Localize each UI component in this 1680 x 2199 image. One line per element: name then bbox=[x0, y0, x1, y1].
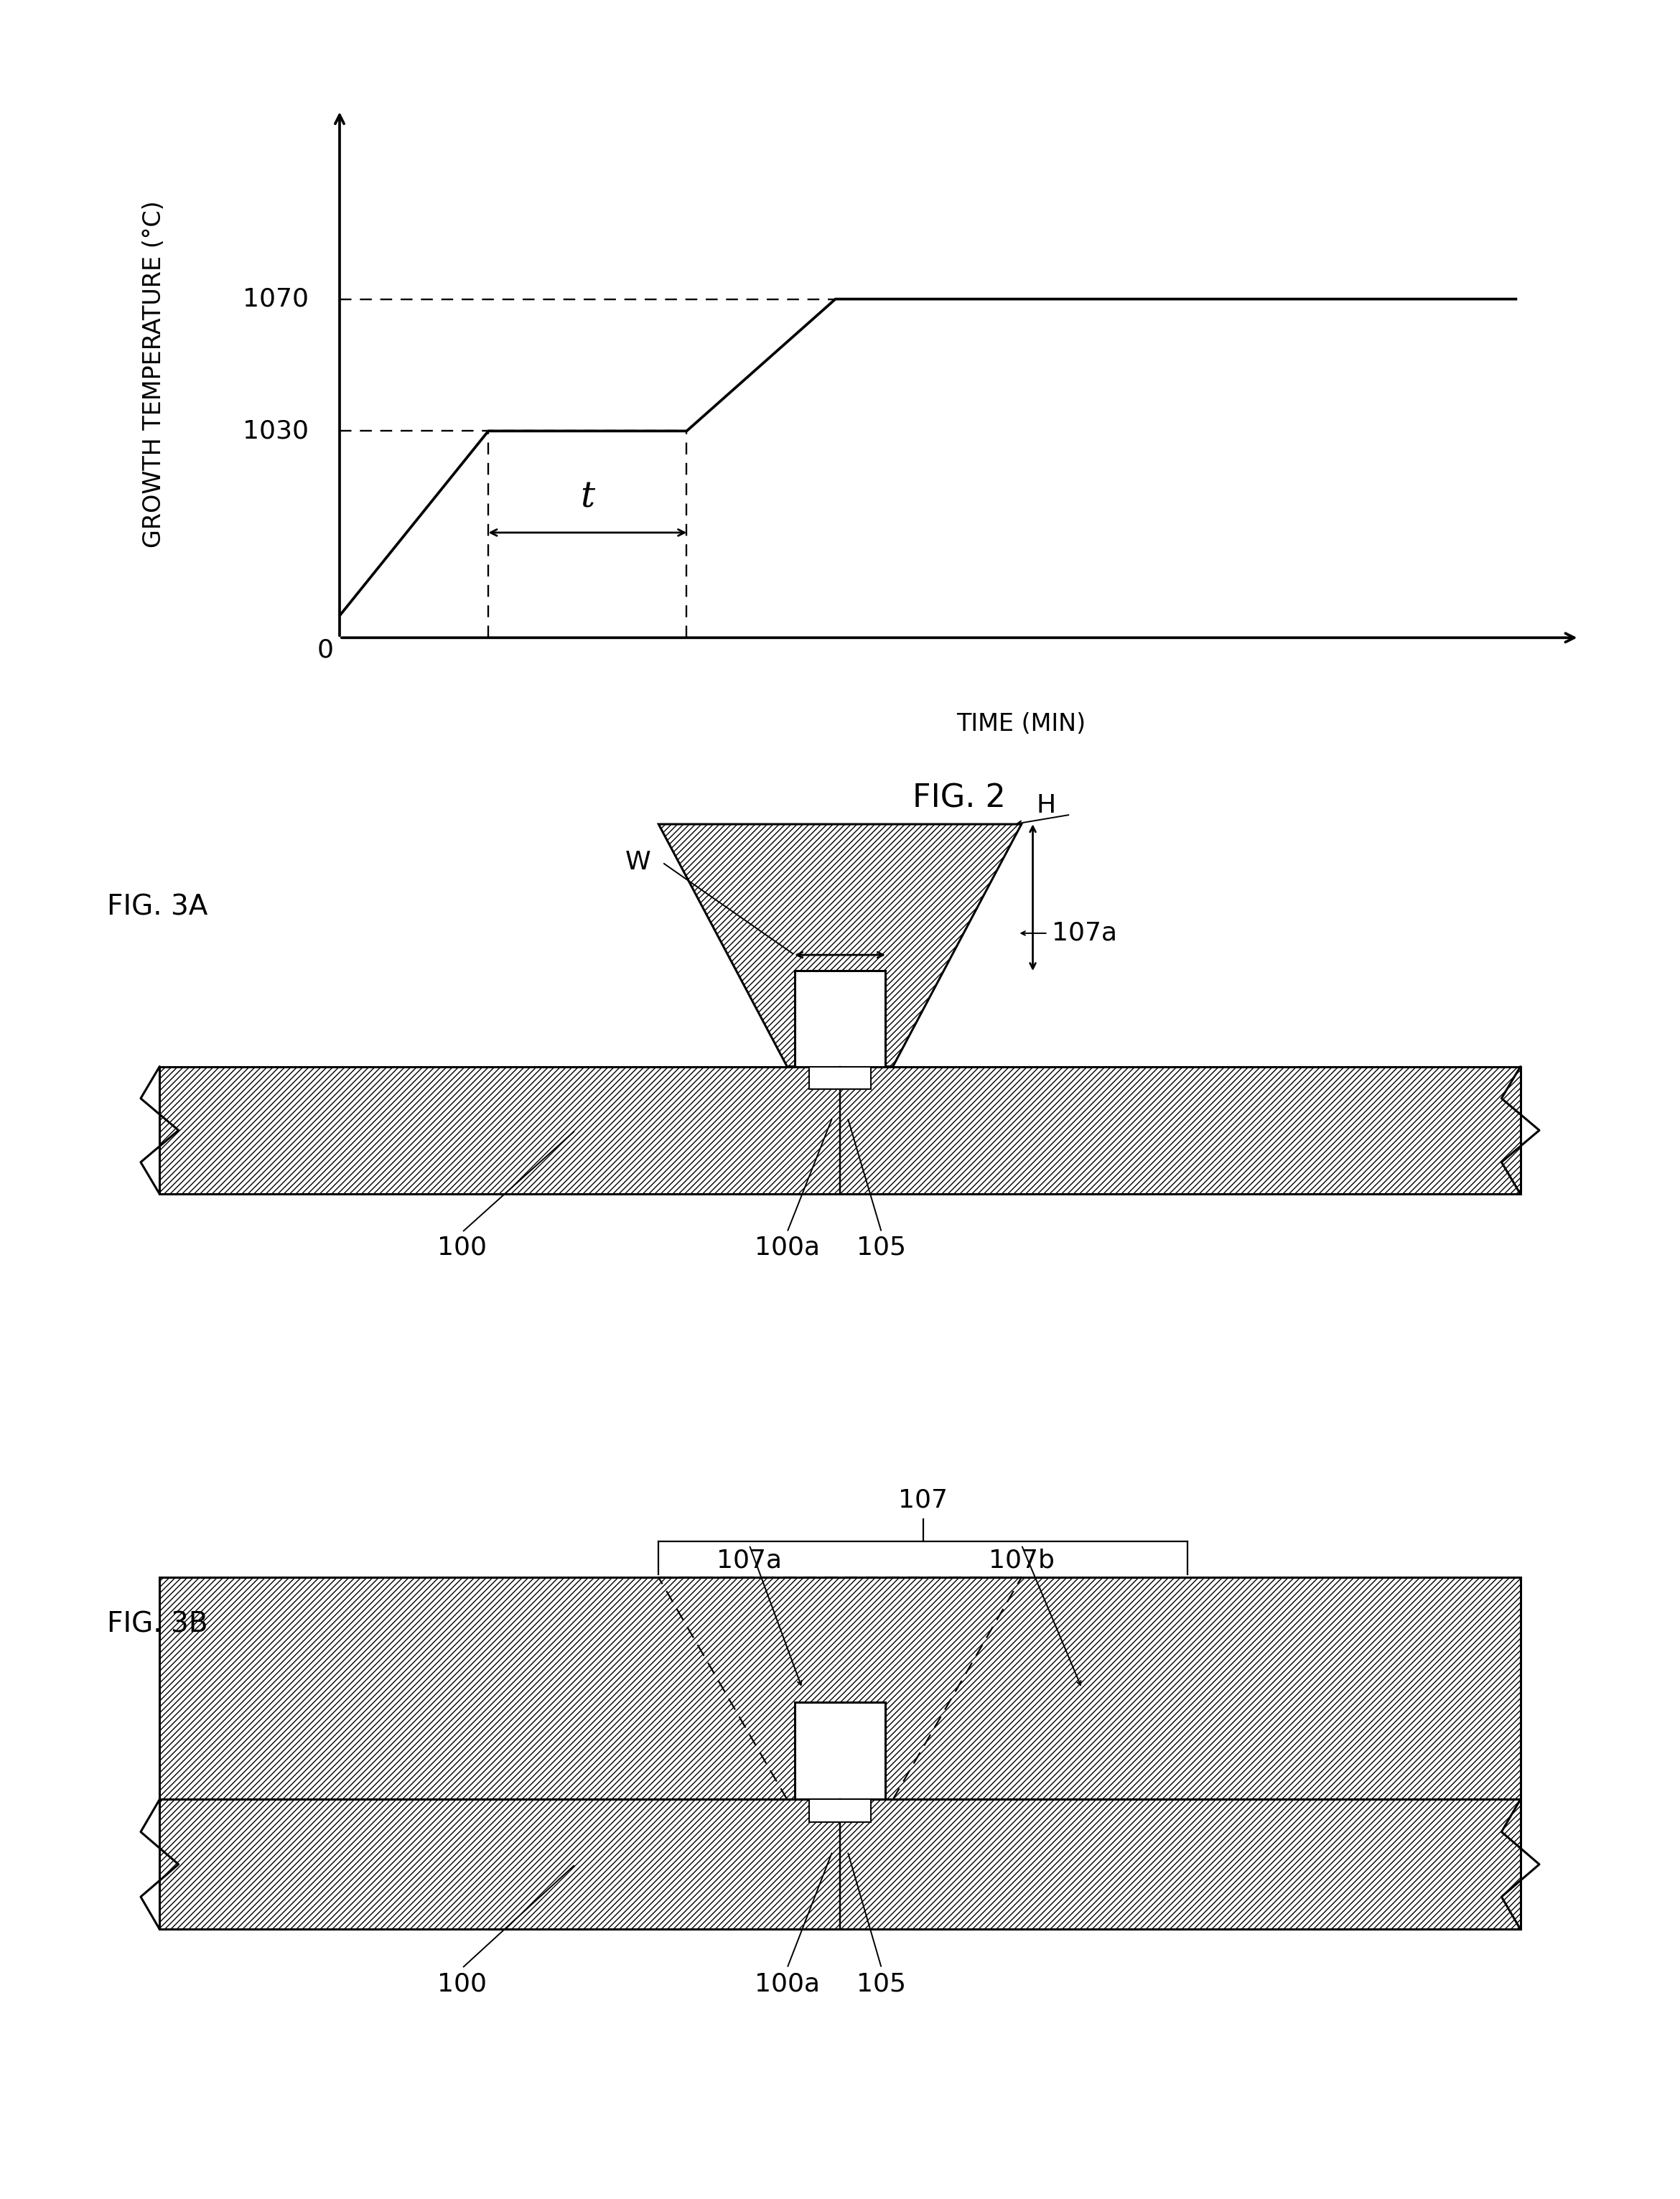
Text: FIG. 2: FIG. 2 bbox=[912, 783, 1006, 814]
Text: FIG. 3A: FIG. 3A bbox=[108, 893, 207, 921]
Bar bbox=[160, 1577, 1520, 1799]
Bar bbox=[795, 1702, 885, 1799]
Text: FIG. 3B: FIG. 3B bbox=[108, 1610, 208, 1638]
Text: 1030: 1030 bbox=[242, 418, 309, 444]
Text: 1070: 1070 bbox=[242, 286, 309, 312]
Text: 107a: 107a bbox=[717, 1548, 781, 1572]
Text: 0: 0 bbox=[318, 638, 333, 662]
Text: 100: 100 bbox=[437, 1236, 487, 1260]
Text: 107b: 107b bbox=[988, 1548, 1055, 1572]
Bar bbox=[795, 972, 885, 1067]
Text: W: W bbox=[625, 851, 652, 875]
Text: TIME (MIN): TIME (MIN) bbox=[956, 712, 1085, 737]
Text: 107: 107 bbox=[899, 1489, 948, 1513]
Bar bbox=[808, 1067, 872, 1089]
Text: 100: 100 bbox=[437, 1973, 487, 1997]
Bar bbox=[160, 1067, 1520, 1194]
Text: t: t bbox=[580, 479, 595, 515]
Bar bbox=[808, 1799, 872, 1823]
Polygon shape bbox=[659, 825, 1021, 1067]
Text: H: H bbox=[1037, 794, 1057, 818]
Bar bbox=[160, 1799, 1520, 1929]
Text: 105: 105 bbox=[857, 1236, 906, 1260]
Text: 100a: 100a bbox=[754, 1973, 820, 1997]
Text: 105: 105 bbox=[857, 1973, 906, 1997]
Text: GROWTH TEMPERATURE (°C): GROWTH TEMPERATURE (°C) bbox=[141, 200, 166, 548]
Text: 107a: 107a bbox=[1052, 921, 1117, 946]
Text: 100a: 100a bbox=[754, 1236, 820, 1260]
